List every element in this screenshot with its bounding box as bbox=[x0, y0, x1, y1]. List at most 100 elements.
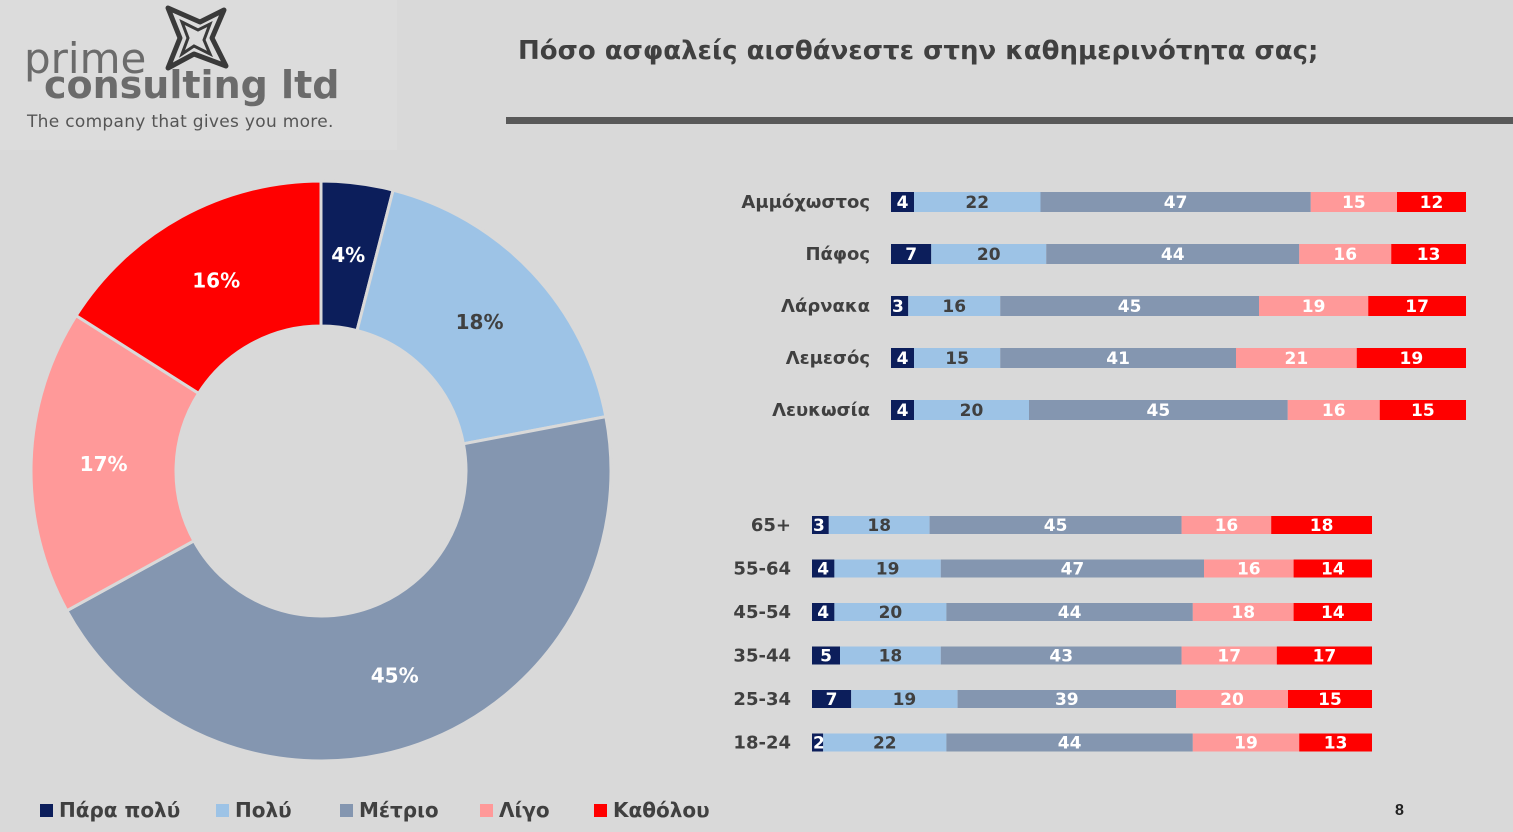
bar-segment-metrio bbox=[1000, 296, 1259, 316]
bar-segment-para-poly bbox=[812, 559, 835, 578]
bar-segment-metrio bbox=[1000, 348, 1236, 368]
bar-segment-poly bbox=[908, 296, 1001, 316]
bar-value-label: 16 bbox=[1215, 516, 1239, 536]
bar-segment-para-poly bbox=[891, 400, 914, 420]
bar-segment-poly bbox=[828, 516, 930, 534]
bar-segment-poly bbox=[840, 646, 941, 665]
bar-segment-metrio bbox=[929, 516, 1182, 534]
bar-category-label: 25-34 bbox=[733, 689, 791, 710]
page-number: 8 bbox=[1395, 802, 1404, 819]
bar-segment-katholou bbox=[1379, 400, 1466, 420]
bar-value-label: 18 bbox=[1310, 516, 1334, 536]
bar-value-label: 17 bbox=[1313, 647, 1337, 667]
bar-value-label: 16 bbox=[1237, 560, 1261, 580]
bar-segment-poly bbox=[834, 559, 941, 578]
bar-value-label: 16 bbox=[942, 297, 966, 317]
bar-segment-katholou bbox=[1288, 690, 1372, 708]
bar-segment-para-poly bbox=[812, 733, 824, 752]
bar-segment-para-poly bbox=[812, 603, 835, 621]
legend-item-metrio: Μέτριο bbox=[340, 798, 480, 822]
donut-slice-katholou bbox=[74, 179, 323, 396]
bar-value-label: 20 bbox=[1220, 690, 1244, 710]
bar-category-label: 35-44 bbox=[733, 646, 791, 667]
chart-legend: Πάρα πολύ Πολύ Μέτριο Λίγο Καθόλου bbox=[40, 798, 734, 822]
bar-value-label: 22 bbox=[873, 734, 897, 754]
bar-value-label: 16 bbox=[1322, 401, 1346, 421]
legend-item-poly: Πολύ bbox=[216, 798, 340, 822]
bar-value-label: 45 bbox=[1044, 516, 1068, 536]
bar-value-label: 13 bbox=[1324, 734, 1348, 754]
legend-swatch bbox=[340, 803, 353, 817]
bar-value-label: 21 bbox=[1285, 349, 1309, 369]
bar-segment-katholou bbox=[1299, 733, 1372, 752]
bar-value-label: 4 bbox=[817, 603, 829, 623]
bar-value-label: 2 bbox=[813, 734, 825, 754]
bar-value-label: 17 bbox=[1405, 297, 1429, 317]
bar-value-label: 4 bbox=[897, 193, 909, 213]
bar-value-label: 18 bbox=[879, 647, 903, 667]
bar-segment-katholou bbox=[1368, 296, 1466, 316]
donut-slice-poly bbox=[355, 188, 608, 446]
donut-slice-metrio bbox=[64, 414, 613, 763]
bar-segment-metrio bbox=[940, 559, 1204, 578]
bar-segment-ligo bbox=[1181, 646, 1277, 665]
bar-value-label: 20 bbox=[879, 603, 903, 623]
donut-chart: 4% 18% 45% 17% 16% bbox=[29, 179, 613, 763]
slide-title: Πόσο ασφαλείς αισθάνεστε στην καθημερινό… bbox=[518, 36, 1319, 66]
bar-segment-katholou bbox=[1293, 603, 1372, 621]
bar-category-label: Πάφος bbox=[805, 244, 870, 265]
title-divider bbox=[506, 117, 1513, 124]
bar-segment-poly bbox=[931, 244, 1047, 264]
bar-category-label: 45-54 bbox=[733, 602, 791, 623]
bar-value-label: 39 bbox=[1055, 690, 1079, 710]
bar-value-label: 15 bbox=[1342, 193, 1366, 213]
donut-label-metrio: 45% bbox=[371, 664, 419, 688]
bar-value-label: 15 bbox=[945, 349, 969, 369]
bar-value-label: 14 bbox=[1321, 603, 1345, 623]
bar-value-label: 19 bbox=[893, 690, 917, 710]
bar-segment-para-poly bbox=[891, 192, 914, 212]
bar-segment-poly bbox=[914, 192, 1041, 212]
bar-segment-para-poly bbox=[891, 348, 914, 368]
legend-swatch bbox=[40, 803, 53, 817]
donut-label-para-poly: 4% bbox=[331, 243, 365, 267]
bar-segment-katholou bbox=[1276, 646, 1372, 665]
bar-segment-poly bbox=[823, 733, 947, 752]
bar-value-label: 3 bbox=[892, 297, 904, 317]
bar-segment-ligo bbox=[1310, 192, 1397, 212]
legend-label: Καθόλου bbox=[613, 798, 710, 822]
bar-category-label: Λευκωσία bbox=[772, 400, 870, 421]
bar-segment-metrio bbox=[946, 733, 1193, 752]
donut-slice-ligo bbox=[29, 313, 201, 613]
bar-segment-metrio bbox=[957, 690, 1176, 708]
bar-segment-metrio bbox=[1029, 400, 1288, 420]
bar-value-label: 18 bbox=[867, 516, 891, 536]
bar-value-label: 19 bbox=[1234, 734, 1258, 754]
bar-segment-metrio bbox=[946, 603, 1193, 621]
donut-label-katholou: 16% bbox=[192, 268, 240, 292]
bar-value-label: 3 bbox=[813, 516, 825, 536]
legend-item-katholou: Καθόλου bbox=[594, 798, 734, 822]
bar-value-label: 47 bbox=[1164, 193, 1188, 213]
bar-value-label: 4 bbox=[817, 560, 829, 580]
donut-label-poly: 18% bbox=[456, 310, 504, 334]
bar-category-label: Λάρνακα bbox=[781, 296, 870, 317]
bar-value-label: 4 bbox=[897, 349, 909, 369]
bar-value-label: 45 bbox=[1118, 297, 1142, 317]
bar-value-label: 16 bbox=[1333, 245, 1357, 265]
bar-segment-ligo bbox=[1192, 733, 1300, 752]
company-logo: prime consulting ltd The company that gi… bbox=[0, 0, 397, 150]
bar-segment-ligo bbox=[1176, 690, 1288, 708]
bar-segment-para-poly bbox=[891, 296, 909, 316]
bar-segment-para-poly bbox=[812, 646, 840, 665]
legend-swatch bbox=[480, 803, 493, 817]
bar-value-label: 5 bbox=[820, 647, 832, 667]
legend-item-ligo: Λίγο bbox=[480, 798, 594, 822]
bar-value-label: 44 bbox=[1161, 245, 1185, 265]
bar-segment-ligo bbox=[1287, 400, 1380, 420]
bar-segment-para-poly bbox=[812, 516, 829, 534]
bar-value-label: 12 bbox=[1420, 193, 1444, 213]
legend-label: Πάρα πολύ bbox=[59, 798, 181, 822]
donut-label-ligo: 17% bbox=[80, 452, 128, 476]
